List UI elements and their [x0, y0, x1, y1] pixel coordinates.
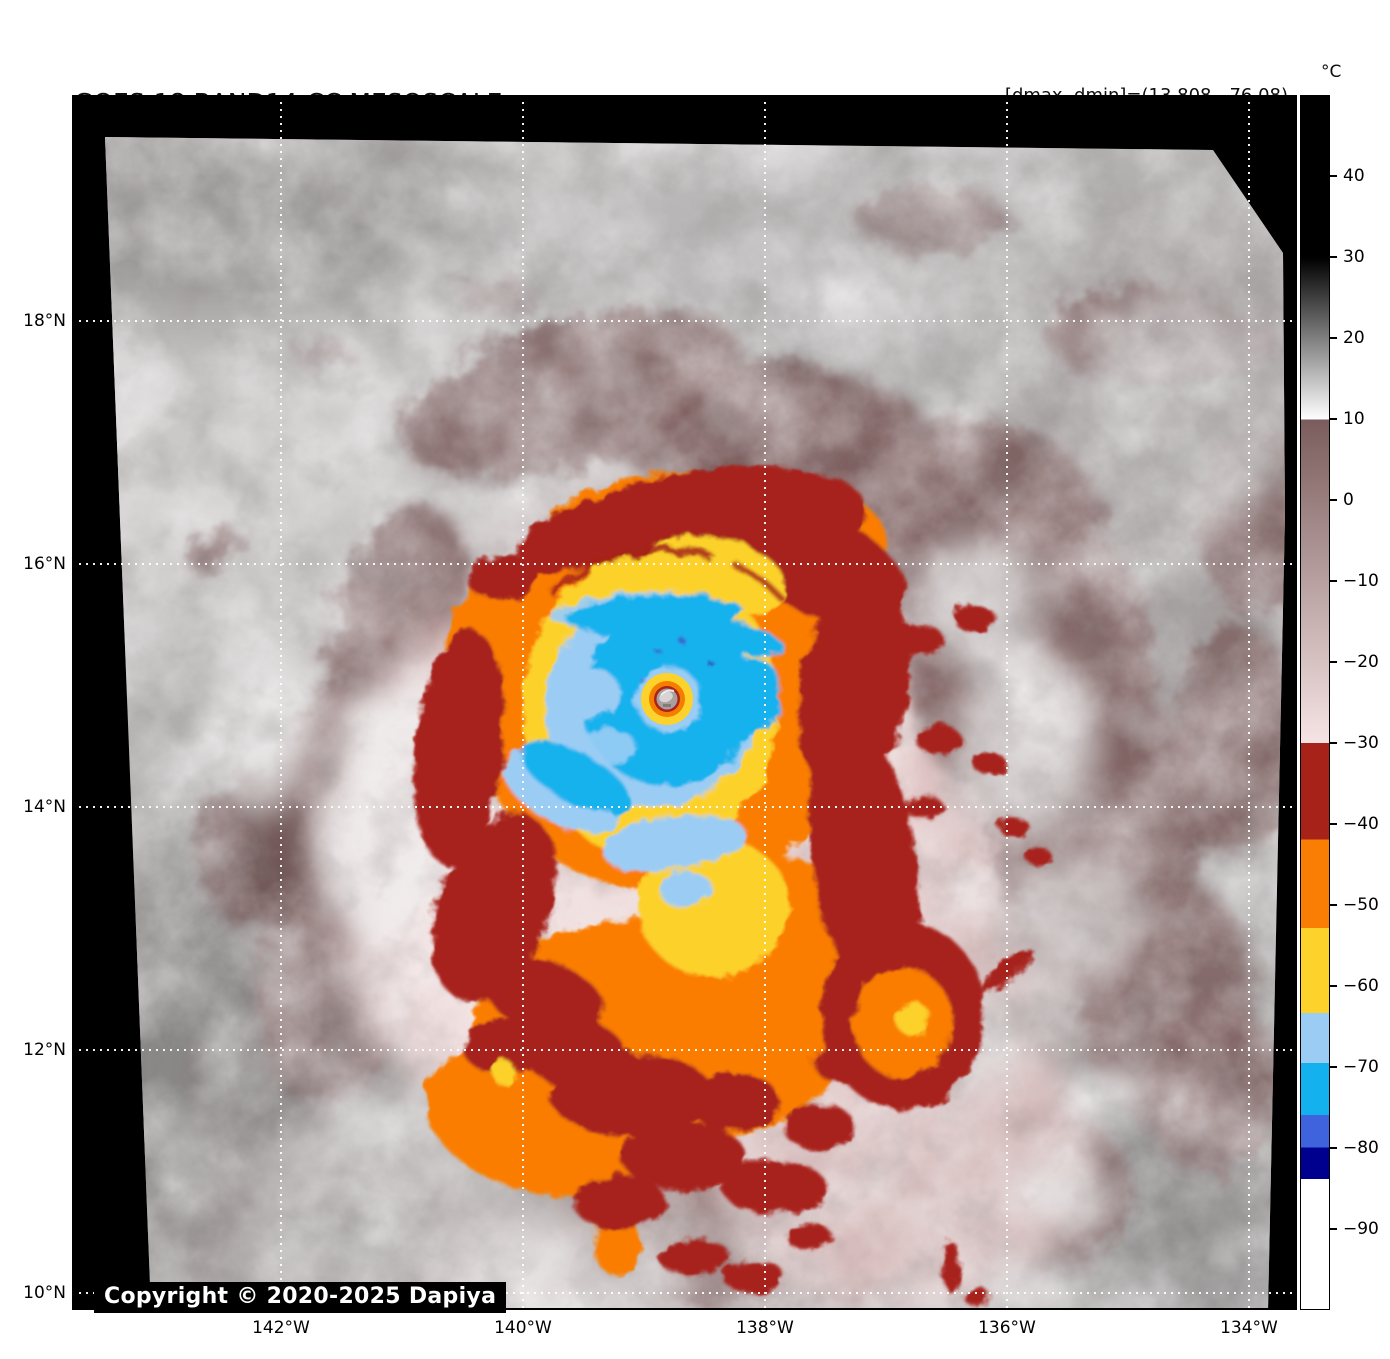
colorbar — [1300, 95, 1330, 1310]
lon-tick-136w: 136°W — [978, 1318, 1036, 1338]
colorbar-tick-0: 0 — [1343, 490, 1354, 510]
hurricane-eye — [641, 673, 693, 725]
colorbar-tickmark — [1330, 1147, 1337, 1149]
colorbar-tick-m70: −70 — [1343, 1057, 1379, 1077]
colorbar-unit-label: °C — [1321, 62, 1342, 82]
colorbar-tickmark — [1330, 985, 1337, 987]
colorbar-tickmark — [1330, 823, 1337, 825]
colorbar-tick-m10: −10 — [1343, 571, 1379, 591]
satellite-image — [72, 95, 1297, 1310]
colorbar-tick-m50: −50 — [1343, 895, 1379, 915]
map-plot: Copyright © 2020-2025 Dapiya — [72, 95, 1297, 1313]
colorbar-tick-30: 30 — [1343, 247, 1365, 267]
colorbar-tickmark — [1330, 175, 1337, 177]
lat-tick-12n: 12°N — [23, 1040, 66, 1060]
lat-tick-18n: 18°N — [23, 311, 66, 331]
colorbar-tick-m90: −90 — [1343, 1219, 1379, 1239]
colorbar-tick-40: 40 — [1343, 166, 1365, 186]
lon-tick-142w: 142°W — [252, 1318, 310, 1338]
colorbar-tick-10: 10 — [1343, 409, 1365, 429]
colorbar-tick-m20: −20 — [1343, 652, 1379, 672]
colorbar-tick-m80: −80 — [1343, 1138, 1379, 1158]
plot-border — [72, 95, 1297, 1310]
colorbar-tickmark — [1330, 418, 1337, 420]
satellite-swath — [105, 137, 1285, 1310]
lat-tick-14n: 14°N — [23, 797, 66, 817]
colorbar-tickmark — [1330, 742, 1337, 744]
colorbar-tickmark — [1330, 1228, 1337, 1230]
colorbar-tick-m60: −60 — [1343, 976, 1379, 996]
colorbar-tickmark — [1330, 499, 1337, 501]
lat-tick-16n: 16°N — [23, 554, 66, 574]
copyright-badge: Copyright © 2020-2025 Dapiya — [94, 1282, 507, 1313]
colorbar-tickmark — [1330, 1066, 1337, 1068]
colorbar-tickmark — [1330, 580, 1337, 582]
colorbar-tick-20: 20 — [1343, 328, 1365, 348]
colorbar-tickmark — [1330, 661, 1337, 663]
lon-tick-140w: 140°W — [494, 1318, 552, 1338]
colorbar-tickmark — [1330, 256, 1337, 258]
colorbar-tickmark — [1330, 904, 1337, 906]
colorbar-tick-m30: −30 — [1343, 733, 1379, 753]
lon-tick-138w: 138°W — [736, 1318, 794, 1338]
colorbar-tick-m40: −40 — [1343, 814, 1379, 834]
colorbar-tickmark — [1330, 337, 1337, 339]
hurricane — [413, 466, 1052, 1305]
lat-tick-10n: 10°N — [23, 1283, 66, 1303]
lon-tick-134w: 134°W — [1220, 1318, 1278, 1338]
